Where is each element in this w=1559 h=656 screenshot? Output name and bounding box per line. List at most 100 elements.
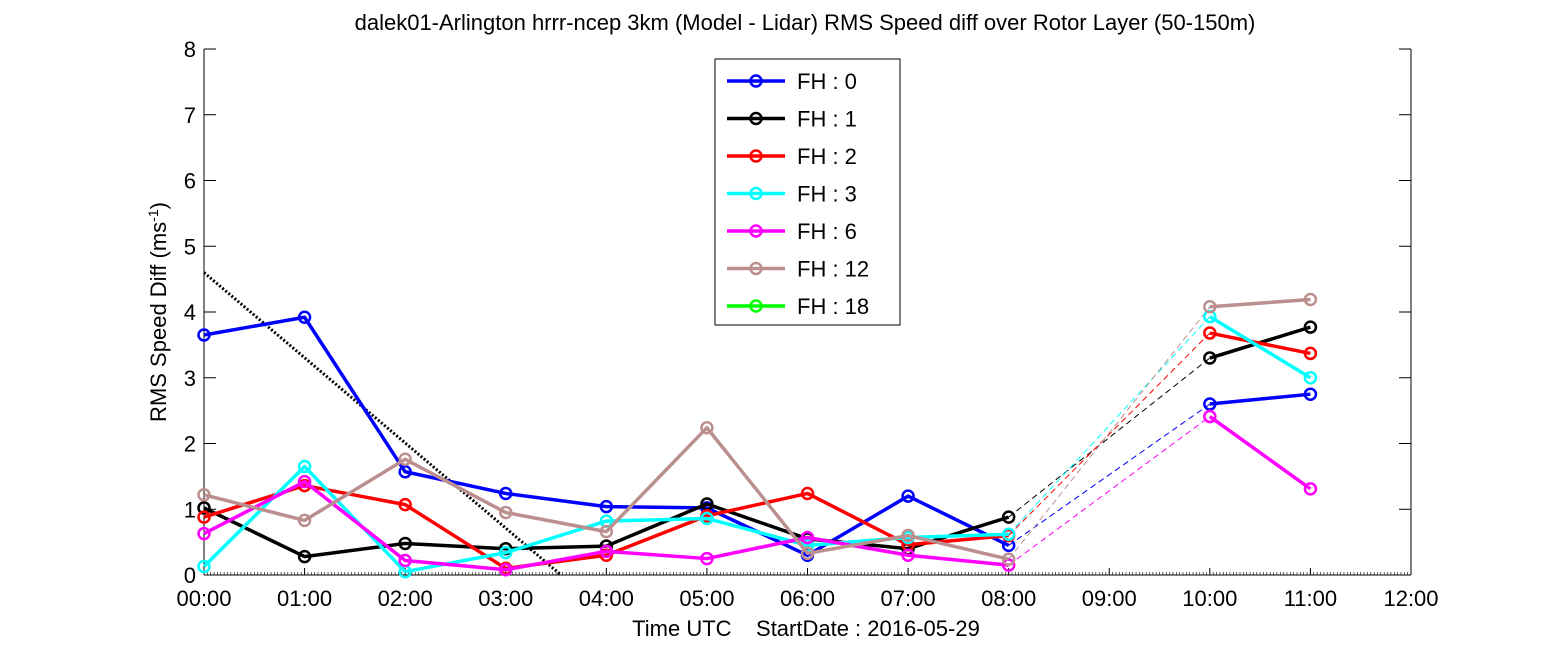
x-axis: 00:00 01:00 02:00 03:00 04:00 05:00 06:00 07:00…: [176, 568, 1439, 611]
series-group: [197, 292, 1318, 579]
data-point: [398, 465, 412, 479]
data-point: [297, 310, 312, 325]
data-point: [1303, 320, 1318, 334]
data-point: [1303, 292, 1318, 307]
x-tick-label: 00:00: [176, 586, 231, 611]
x-tick-label: 03:00: [478, 586, 533, 611]
gap-connector: [1008, 332, 1211, 536]
x-tick-label: 10:00: [1182, 586, 1237, 611]
y-axis-label-close: ): [146, 202, 171, 209]
data-point: [1203, 409, 1217, 424]
y-tick-label: 3: [184, 366, 196, 391]
gap-connectors: [1008, 306, 1211, 566]
data-point: [499, 545, 513, 560]
data-point: [499, 562, 513, 577]
data-point: [197, 510, 211, 524]
data-point: [901, 548, 915, 563]
y-axis-label-main: RMS Speed Diff (ms: [146, 222, 171, 422]
legend-label: FH : 0: [797, 69, 857, 94]
series-line: [203, 315, 1010, 558]
legend-label: FH : 1: [797, 107, 857, 132]
data-point: [700, 551, 714, 566]
y-tick-label: 8: [184, 37, 196, 62]
legend-marker: [749, 149, 763, 163]
series-line: [1208, 315, 1312, 380]
data-point: [901, 489, 915, 503]
data-point: [1001, 527, 1016, 541]
data-point: [297, 549, 312, 564]
series-line: [1208, 415, 1312, 491]
y-axis-label: RMS Speed Diff (ms-1): [145, 202, 171, 422]
legend-marker: [749, 111, 763, 126]
data-point: [197, 501, 211, 515]
gap-connector: [1008, 306, 1211, 560]
series-line: [203, 483, 1009, 571]
data-point: [197, 526, 211, 541]
data-point: [800, 546, 815, 561]
legend-marker: [749, 74, 763, 88]
data-point: [800, 486, 815, 501]
gap-connector: [1008, 316, 1211, 535]
data-point: [398, 553, 412, 568]
legend-marker: [749, 224, 763, 238]
chart-title: dalek01-Arlington hrrr-ncep 3km (Model -…: [355, 10, 1256, 35]
y-tick-label: 6: [184, 169, 196, 194]
trend-line-group: [203, 271, 563, 577]
data-point: [901, 528, 915, 543]
y-tick-label: 7: [184, 103, 196, 128]
data-point: [599, 544, 614, 559]
data-point: [1303, 482, 1318, 496]
y-tick-label: 5: [184, 234, 196, 259]
gap-connector: [1008, 403, 1211, 546]
data-point: [499, 486, 513, 501]
data-point: [700, 420, 714, 435]
data-point: [197, 559, 211, 574]
data-point: [398, 536, 412, 551]
data-point: [1203, 299, 1217, 314]
data-point: [1203, 397, 1217, 411]
x-tick-label: 11:00: [1284, 586, 1337, 611]
series-line: [1209, 331, 1311, 356]
trend-line: [203, 271, 563, 577]
legend-label: FH : 18: [797, 294, 869, 319]
legend-marker: [749, 261, 763, 276]
y-tick-label: 4: [184, 300, 196, 325]
y-tick-label: 2: [184, 432, 196, 457]
y-tick-label: 0: [184, 563, 196, 588]
data-point: [599, 524, 614, 539]
series-line: [1209, 392, 1311, 406]
gap-connector: [1008, 416, 1211, 566]
data-point: [700, 511, 714, 526]
data-point: [1001, 510, 1016, 524]
data-point: [1303, 387, 1318, 401]
x-axis-label: Time UTC StartDate : 2016-05-29: [632, 616, 980, 641]
x-tick-label: 02:00: [378, 586, 433, 611]
data-point: [1001, 558, 1016, 572]
x-tick-label: 07:00: [881, 586, 936, 611]
y-axis: 0 1 2 3 4 5 6 7 8: [184, 37, 1411, 588]
data-point: [1303, 371, 1318, 385]
data-point: [1203, 326, 1217, 340]
legend-marker: [749, 299, 763, 313]
y-axis-label-sup: -1: [145, 209, 161, 222]
legend-label: FH : 2: [797, 144, 857, 169]
legend-marker: [749, 186, 763, 201]
data-point: [1203, 351, 1217, 365]
legend-label: FH : 12: [797, 257, 869, 282]
data-point: [1303, 346, 1318, 361]
data-point: [1001, 552, 1016, 566]
y-tick-label: 1: [184, 497, 196, 522]
gap-connector: [1008, 357, 1211, 518]
data-point: [398, 497, 412, 512]
legend: FH : 0 FH : 1 FH : 2 FH : 3 FH : 6 FH : 12 FH …: [714, 58, 901, 326]
data-point: [398, 452, 412, 467]
data-point: [499, 505, 513, 520]
x-tick-label: 08:00: [981, 586, 1036, 611]
data-point: [599, 499, 614, 514]
data-point: [297, 474, 312, 489]
legend-label: FH : 6: [797, 219, 857, 244]
series-line: [1209, 297, 1311, 309]
x-tick-label: 09:00: [1082, 586, 1137, 611]
x-tick-label: 01:00: [277, 586, 332, 611]
series-line: [203, 425, 1010, 561]
